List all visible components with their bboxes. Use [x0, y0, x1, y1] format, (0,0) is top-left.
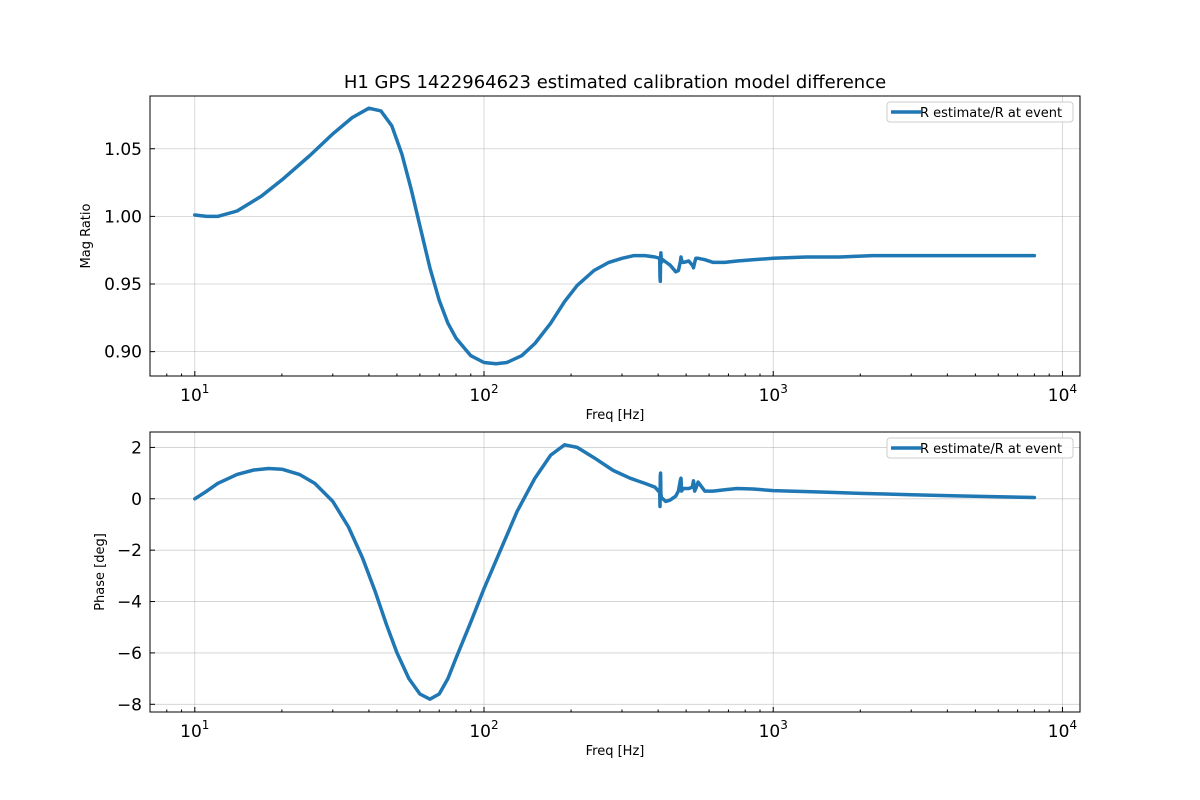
y-tick-label: −2 — [117, 541, 142, 561]
y-tick-label: −8 — [117, 695, 142, 715]
series-line — [193, 443, 1037, 701]
y-tick-label: 1.05 — [104, 140, 142, 160]
x-tick-label: 103 — [759, 382, 788, 406]
legend: R estimate/R at event — [886, 101, 1074, 123]
y-tick-label: 1.00 — [104, 207, 142, 227]
y-tick-label: 2 — [131, 438, 142, 458]
series-line — [193, 106, 1037, 366]
legend-box — [886, 101, 1074, 123]
legend: R estimate/R at event — [886, 437, 1074, 459]
y-tick-label: 0.90 — [104, 343, 142, 363]
y-tick-label: 0 — [131, 490, 142, 510]
legend-label: R estimate/R at event — [920, 442, 1062, 457]
x-axis-label: Freq [Hz] — [586, 408, 645, 423]
y-axis-label: Mag Ratio — [79, 203, 94, 268]
y-tick-label: 0.95 — [104, 275, 142, 295]
x-tick-label: 101 — [180, 382, 209, 406]
x-tick-label: 103 — [759, 718, 788, 742]
x-tick-label: 101 — [180, 718, 209, 742]
magnitude-panel: 101 102 103 104 0.90 0.95 1.00 1.05 Freq [Hz] Mag… — [79, 95, 1081, 423]
x-axis-label: Freq [Hz] — [586, 744, 645, 759]
x-tick-label: 102 — [469, 382, 498, 406]
legend-box — [886, 437, 1074, 459]
figure-title: H1 GPS 1422964623 estimated calibration … — [344, 72, 886, 93]
x-tick-label: 104 — [1048, 718, 1077, 742]
legend-label: R estimate/R at event — [920, 106, 1062, 121]
axes-frame — [149, 95, 1081, 377]
y-axis-label: Phase [deg] — [93, 533, 108, 611]
x-tick-label: 102 — [469, 718, 498, 742]
phase-panel: 101 102 103 104 2 0 −2 −4 −6 −8 Freq [Hz] Phase [de… — [93, 431, 1081, 759]
y-tick-label: −6 — [117, 644, 142, 664]
y-tick-label: −4 — [117, 593, 142, 613]
x-tick-label: 104 — [1048, 382, 1077, 406]
axes-frame — [149, 431, 1081, 713]
